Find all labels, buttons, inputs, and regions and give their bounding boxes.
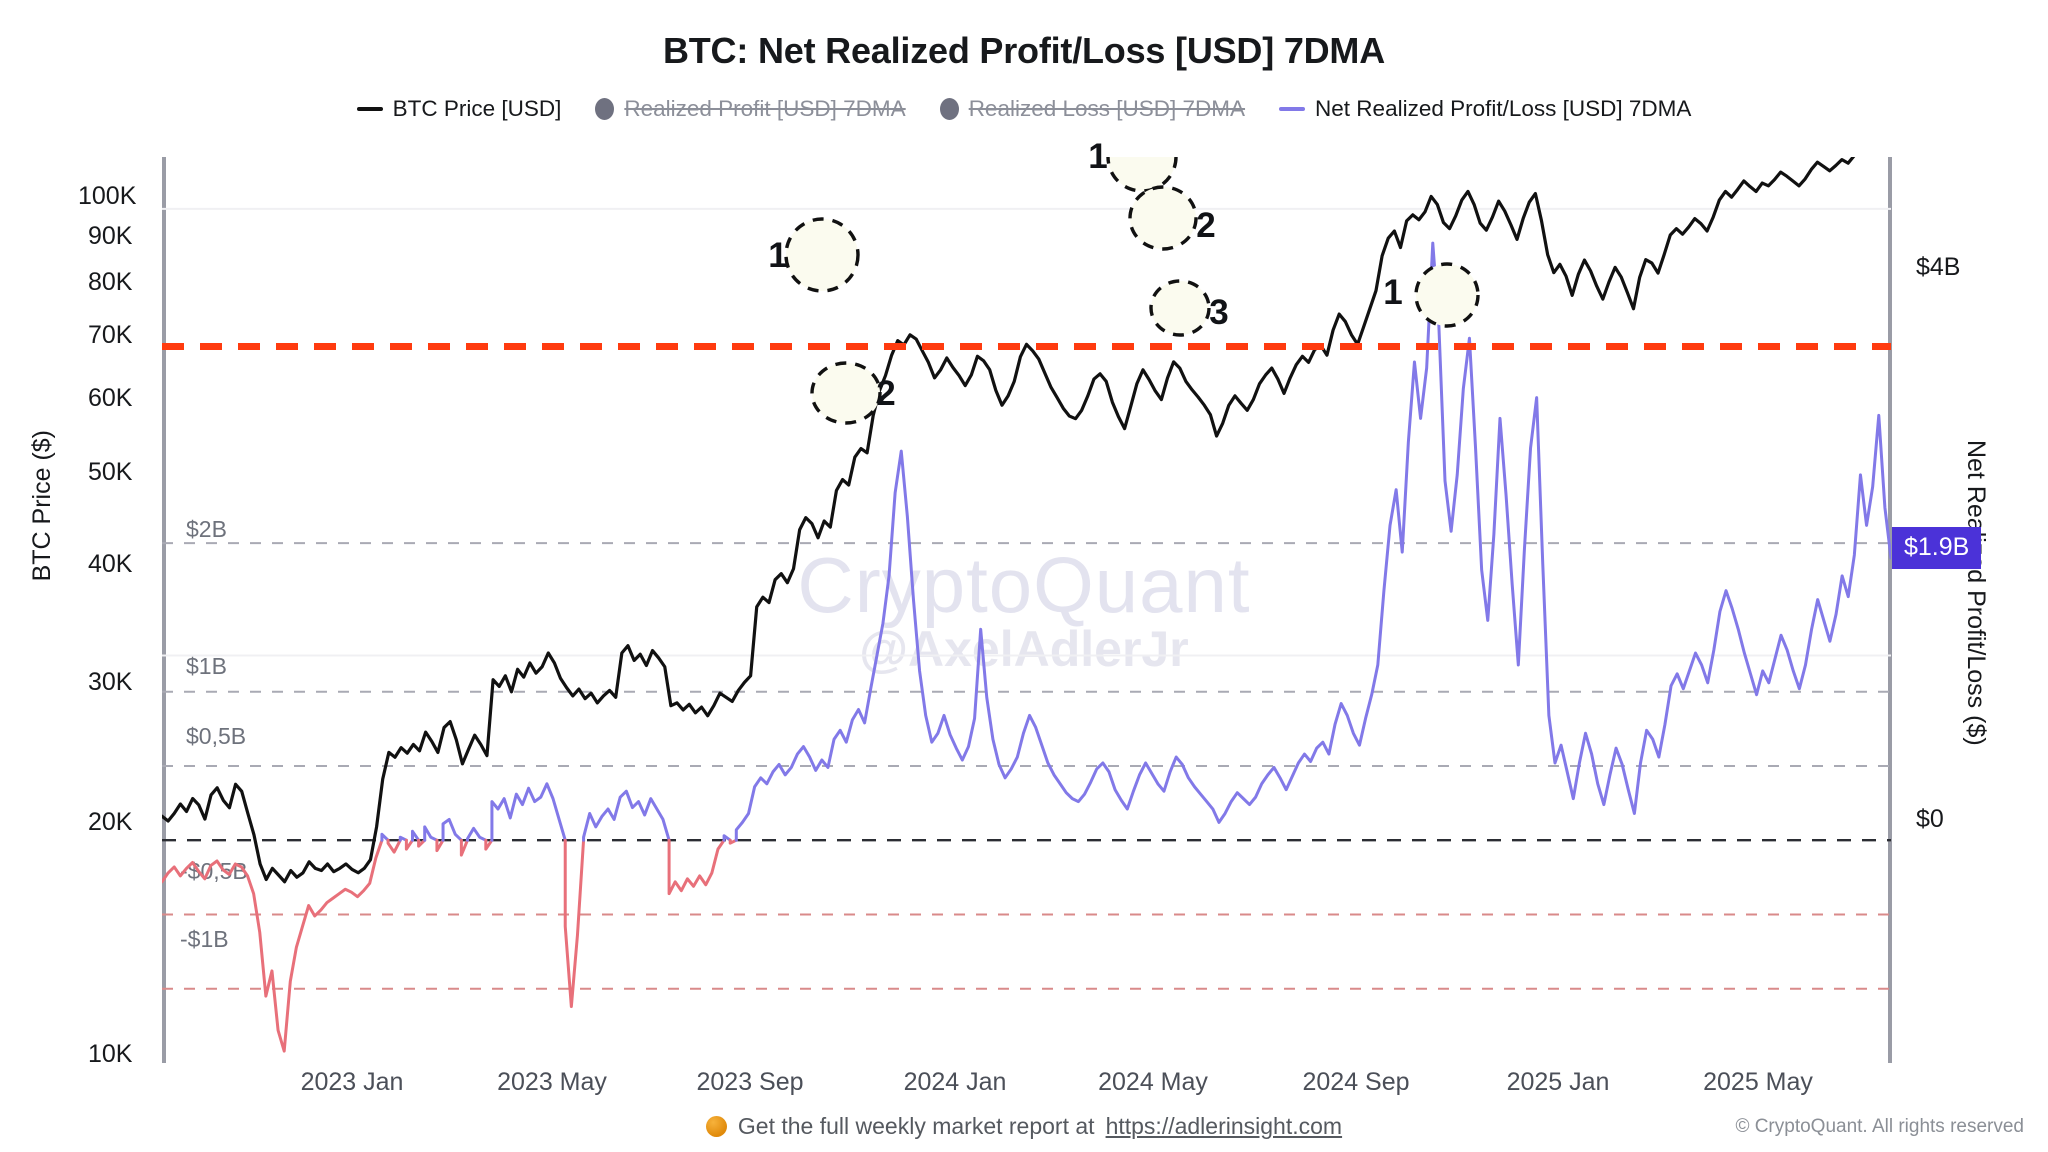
- net-pnl-positive-segment: [490, 782, 567, 842]
- legend-item-label: Realized Profit [USD] 7DMA: [624, 96, 906, 121]
- annotation-label-2-1: 2: [876, 374, 896, 413]
- annotation-label-1-0: 1: [768, 236, 788, 275]
- gridlines-group: [162, 207, 1891, 990]
- annotation-circle-2-3: [1128, 185, 1198, 251]
- x-tick-2023-jan: 2023 Jan: [300, 1068, 404, 1096]
- chart-legend: BTC Price [USD] Realized Profit [USD] 7D…: [0, 96, 2048, 122]
- annotation-circle-1-0: [784, 217, 860, 293]
- net-pnl-positive-segment: [722, 834, 732, 842]
- net-pnl-positive-segment: [465, 826, 488, 842]
- y-tick-left-40k: 40K: [88, 550, 133, 578]
- annotation-circles-group: [784, 157, 1480, 425]
- y-tick-left-60k: 60K: [88, 384, 133, 412]
- annotation-circle-3-4: [1149, 279, 1211, 337]
- legend-dot-marker: [939, 98, 959, 120]
- copyright-text: © CryptoQuant. All rights reserved: [1735, 1116, 2024, 1137]
- grid-label-2b: $2B: [186, 516, 227, 542]
- left-axis-spine: [162, 157, 166, 1063]
- net-realized-pnl-series: [162, 241, 1891, 1053]
- net-pnl-positive-segment: [398, 835, 408, 842]
- net-pnl-positive-segment: [582, 789, 671, 842]
- legend-item-label: Realized Loss [USD] 7DMA: [968, 96, 1246, 121]
- btc-price-series: [162, 157, 1856, 884]
- legend-item-realized-loss[interactable]: Realized Loss [USD] 7DMA: [939, 96, 1246, 122]
- legend-item-label: BTC Price [USD]: [392, 96, 562, 121]
- net-pnl-negative-segment: [563, 838, 586, 1009]
- y-tick-right-4b: $4B: [1916, 253, 1961, 281]
- annotation-label-3-4: 3: [1209, 293, 1229, 332]
- orange-circle-icon: [705, 1116, 727, 1137]
- x-tick-2023-sep: 2023 Sep: [696, 1068, 804, 1096]
- net-pnl-positive-segment: [734, 241, 1891, 842]
- net-pnl-negative-segment: [435, 838, 445, 853]
- left-axis-title: BTC Price ($): [28, 430, 56, 582]
- y-tick-left-30k: 30K: [88, 668, 133, 696]
- net-pnl-negative-segment: [386, 838, 402, 854]
- net-pnl-negative-segment: [417, 838, 427, 848]
- y-tick-right-0: $0: [1916, 805, 1944, 833]
- net-pnl-negative-segment: [484, 838, 494, 851]
- legend-item-label: Net Realized Profit/Loss [USD] 7DMA: [1315, 96, 1692, 121]
- net-pnl-positive-segment: [423, 825, 439, 842]
- net-pnl-negative-segment: [667, 838, 726, 896]
- annotation-circle-1-5: [1414, 262, 1480, 328]
- legend-line-marker: [1279, 107, 1306, 111]
- x-tick-2023-may: 2023 May: [497, 1068, 607, 1096]
- x-tick-2024-jan: 2024 Jan: [903, 1068, 1007, 1096]
- chart-plot-area[interactable]: [162, 157, 1891, 1063]
- y-tick-left-90k: 90K: [88, 222, 133, 250]
- grid-label-neg-1b: -$1B: [180, 926, 229, 952]
- net-pnl-negative-segment: [404, 838, 414, 851]
- legend-item-net-realized-pnl[interactable]: Net Realized Profit/Loss [USD] 7DMA: [1279, 96, 1691, 122]
- footer-report-link[interactable]: https://adlerinsight.com: [1105, 1113, 1343, 1139]
- x-tick-2024-may: 2024 May: [1098, 1068, 1208, 1096]
- grid-label-0-5b: $0,5B: [186, 723, 247, 749]
- y-tick-left-10k: 10K: [88, 1040, 133, 1068]
- right-axis-spine: [1888, 157, 1892, 1063]
- net-pnl-negative-segment: [728, 838, 738, 845]
- current-value-badge: $1.9B: [1892, 527, 1982, 569]
- y-tick-left-20k: 20K: [88, 808, 133, 836]
- footer-note: Get the full weekly market report at htt…: [0, 1113, 2048, 1140]
- grid-label-1b: $1B: [186, 653, 227, 679]
- net-pnl-negative-segment: [459, 838, 469, 857]
- legend-dot-marker: [595, 98, 615, 120]
- y-tick-left-70k: 70K: [88, 321, 133, 349]
- annotation-label-2-3: 2: [1196, 206, 1216, 245]
- footer-text: Get the full weekly market report at: [737, 1113, 1095, 1139]
- annotation-circle-2-1: [810, 361, 882, 425]
- y-tick-left-80k: 80K: [88, 268, 133, 296]
- net-pnl-positive-segment: [410, 829, 421, 842]
- annotation-label-1-2: 1: [1088, 137, 1108, 176]
- net-pnl-positive-segment: [380, 832, 390, 842]
- legend-line-marker: [356, 107, 383, 111]
- legend-item-realized-profit[interactable]: Realized Profit [USD] 7DMA: [595, 96, 906, 122]
- right-axis-title: Net Realized Profit/Loss ($): [1962, 440, 1990, 746]
- x-tick-2024-sep: 2024 Sep: [1302, 1068, 1410, 1096]
- x-tick-2025-jan: 2025 Jan: [1506, 1068, 1610, 1096]
- net-pnl-negative-segment: [162, 838, 384, 1053]
- y-tick-left-50k: 50K: [88, 458, 133, 486]
- legend-item-btc-price[interactable]: BTC Price [USD]: [356, 96, 562, 122]
- x-tick-2025-may: 2025 May: [1703, 1068, 1813, 1096]
- annotation-label-1-5: 1: [1383, 273, 1403, 312]
- chart-canvas: [162, 157, 1891, 1053]
- page-title: BTC: Net Realized Profit/Loss [USD] 7DMA: [662, 30, 1386, 71]
- annotation-circle-1-2: [1106, 157, 1178, 193]
- net-pnl-positive-segment: [441, 817, 463, 842]
- y-tick-left-100k: 100K: [78, 182, 137, 210]
